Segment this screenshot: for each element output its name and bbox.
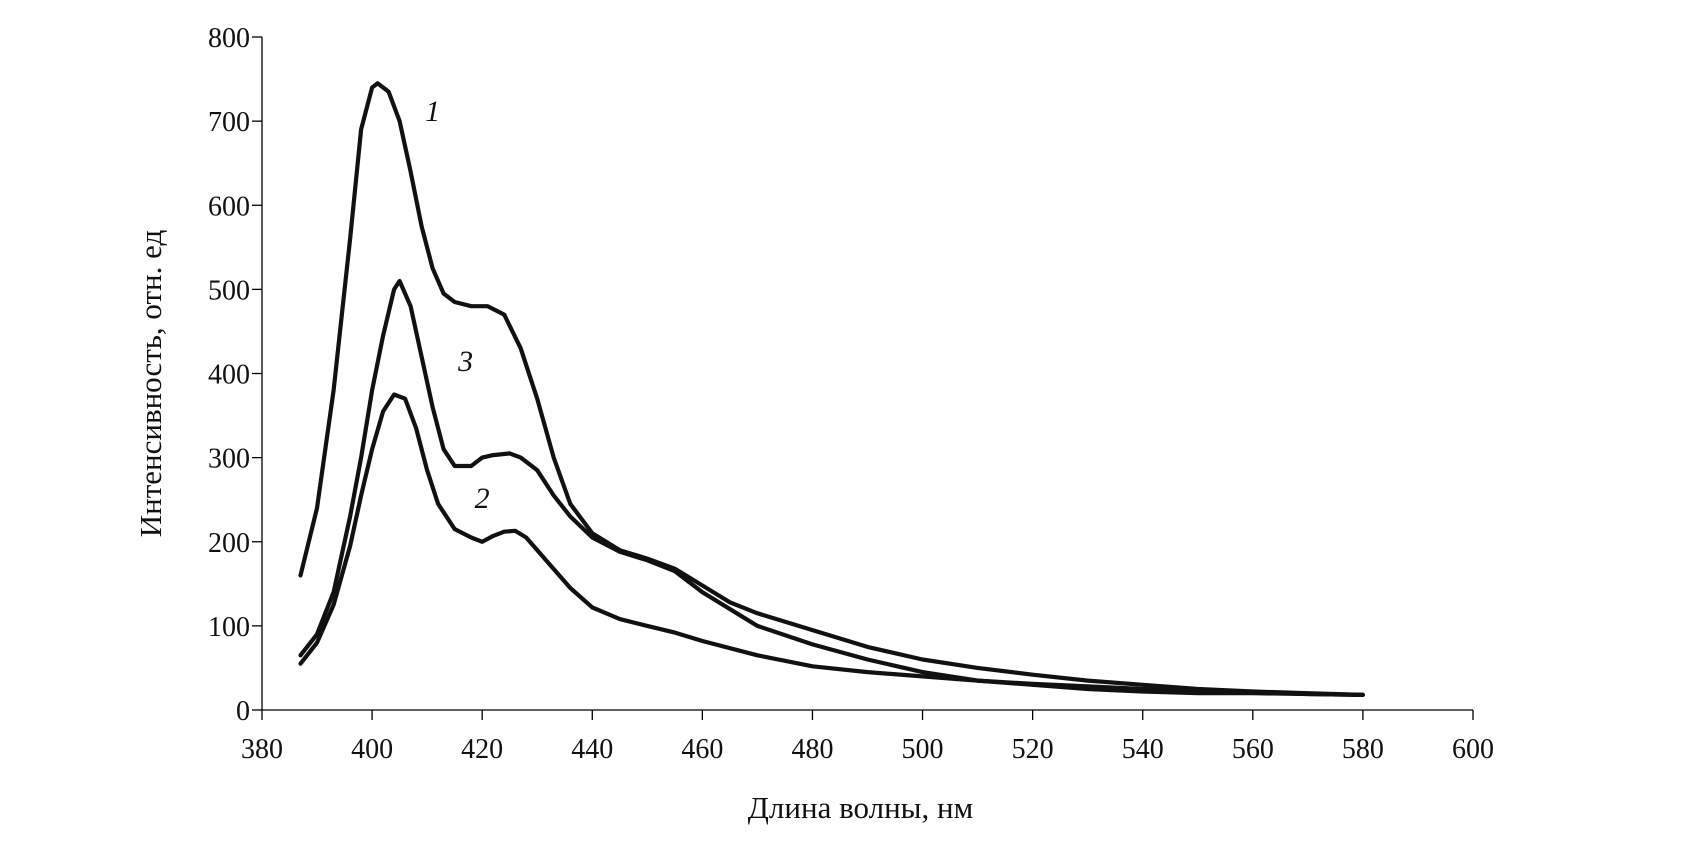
y-tick-label: 100: [208, 612, 250, 643]
series-line-1: [298, 81, 1365, 697]
x-tick-label: 500: [902, 734, 944, 765]
x-tick-label: 460: [681, 734, 723, 765]
y-tick-label: 800: [208, 23, 250, 54]
y-tick-label: 200: [208, 528, 250, 559]
series-group: [298, 81, 1365, 697]
x-tick-label: 520: [1012, 734, 1054, 765]
x-tick-label: 580: [1342, 734, 1384, 765]
x-tick-label: 480: [791, 734, 833, 765]
y-axis-ticks: 0 100 200 300 400 500 600 700 800: [208, 23, 262, 727]
x-tick-label: 380: [241, 734, 283, 765]
curve-label-1: 1: [425, 95, 440, 128]
curve-label-2: 2: [475, 482, 490, 515]
x-tick-label: 440: [571, 734, 613, 765]
curve-label-3: 3: [457, 345, 473, 378]
y-tick-label: 0: [236, 696, 250, 727]
y-tick-label: 500: [208, 275, 250, 306]
x-tick-label: 420: [461, 734, 503, 765]
x-tick-label: 540: [1122, 734, 1164, 765]
y-tick-label: 300: [208, 444, 250, 475]
y-axis-title: Интенсивность, отн. ед: [133, 230, 168, 538]
series-line-3: [298, 278, 1365, 697]
x-tick-label: 600: [1452, 734, 1494, 765]
y-tick-label: 600: [208, 191, 250, 222]
y-tick-label: 400: [208, 360, 250, 391]
x-axis-ticks: 380 400 420 440 460 480 500 520 540 560 580 600: [241, 710, 1494, 765]
x-axis-title: Длина волны, нм: [748, 790, 973, 825]
x-tick-label: 400: [351, 734, 393, 765]
curve-number-labels: 1 2 3: [425, 95, 490, 515]
x-tick-label: 560: [1232, 734, 1274, 765]
y-tick-label: 700: [208, 107, 250, 138]
